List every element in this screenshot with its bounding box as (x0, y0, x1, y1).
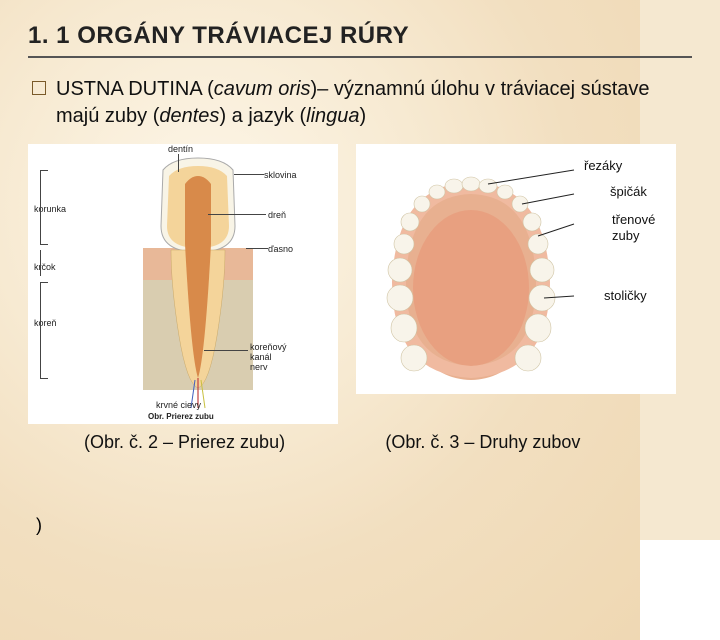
arch-diagram (366, 164, 576, 384)
label-koren: koreň (34, 318, 57, 328)
figure-teeth-types: řezáky špičák třenové zuby stoličky (356, 144, 676, 424)
label-dasno: ďasno (268, 244, 293, 254)
closing-paren: ) (36, 515, 42, 536)
latin: lingua (306, 105, 359, 127)
figure-tooth-section: korunka krčok koreň dentín sklovina dreň… (28, 144, 338, 424)
label-krvne: krvné cievy (156, 400, 201, 410)
text: USTNA DUTINA ( (56, 78, 214, 100)
label-spicak: špičák (610, 184, 647, 199)
label-rezaky: řezáky (584, 158, 622, 173)
bullet-item: USTNA DUTINA (cavum oris)– významnú úloh… (28, 76, 692, 130)
latin: cavum oris (214, 78, 311, 100)
label-korunka: korunka (34, 204, 66, 214)
caption-left: (Obr. č. 2 – Prierez zubu) (28, 432, 375, 453)
tooth-diagram (143, 156, 253, 414)
bullet-icon (32, 81, 46, 95)
label-dentin: dentín (168, 144, 193, 154)
text: ) (360, 105, 367, 127)
label-krcok: krčok (34, 262, 56, 272)
label-kanal: kanál (250, 352, 272, 362)
label-zuby: zuby (612, 228, 639, 243)
label-dren: dreň (268, 210, 286, 220)
latin: dentes (159, 105, 219, 127)
text: ) a jazyk ( (219, 105, 306, 127)
label-stolicky: stoličky (604, 288, 647, 303)
bullet-text: USTNA DUTINA (cavum oris)– významnú úloh… (56, 76, 692, 130)
slide-title: 1. 1 ORGÁNY TRÁVIACEJ RÚRY (28, 22, 692, 58)
label-trenove: třenové (612, 212, 655, 227)
label-korenovy: koreňový (250, 342, 287, 352)
label-sklovina: sklovina (264, 170, 297, 180)
caption-right: (Obr. č. 3 – Druhy zubov (375, 432, 692, 453)
label-nerv: nerv (250, 362, 268, 372)
mini-caption: Obr. Prierez zubu (148, 412, 214, 421)
